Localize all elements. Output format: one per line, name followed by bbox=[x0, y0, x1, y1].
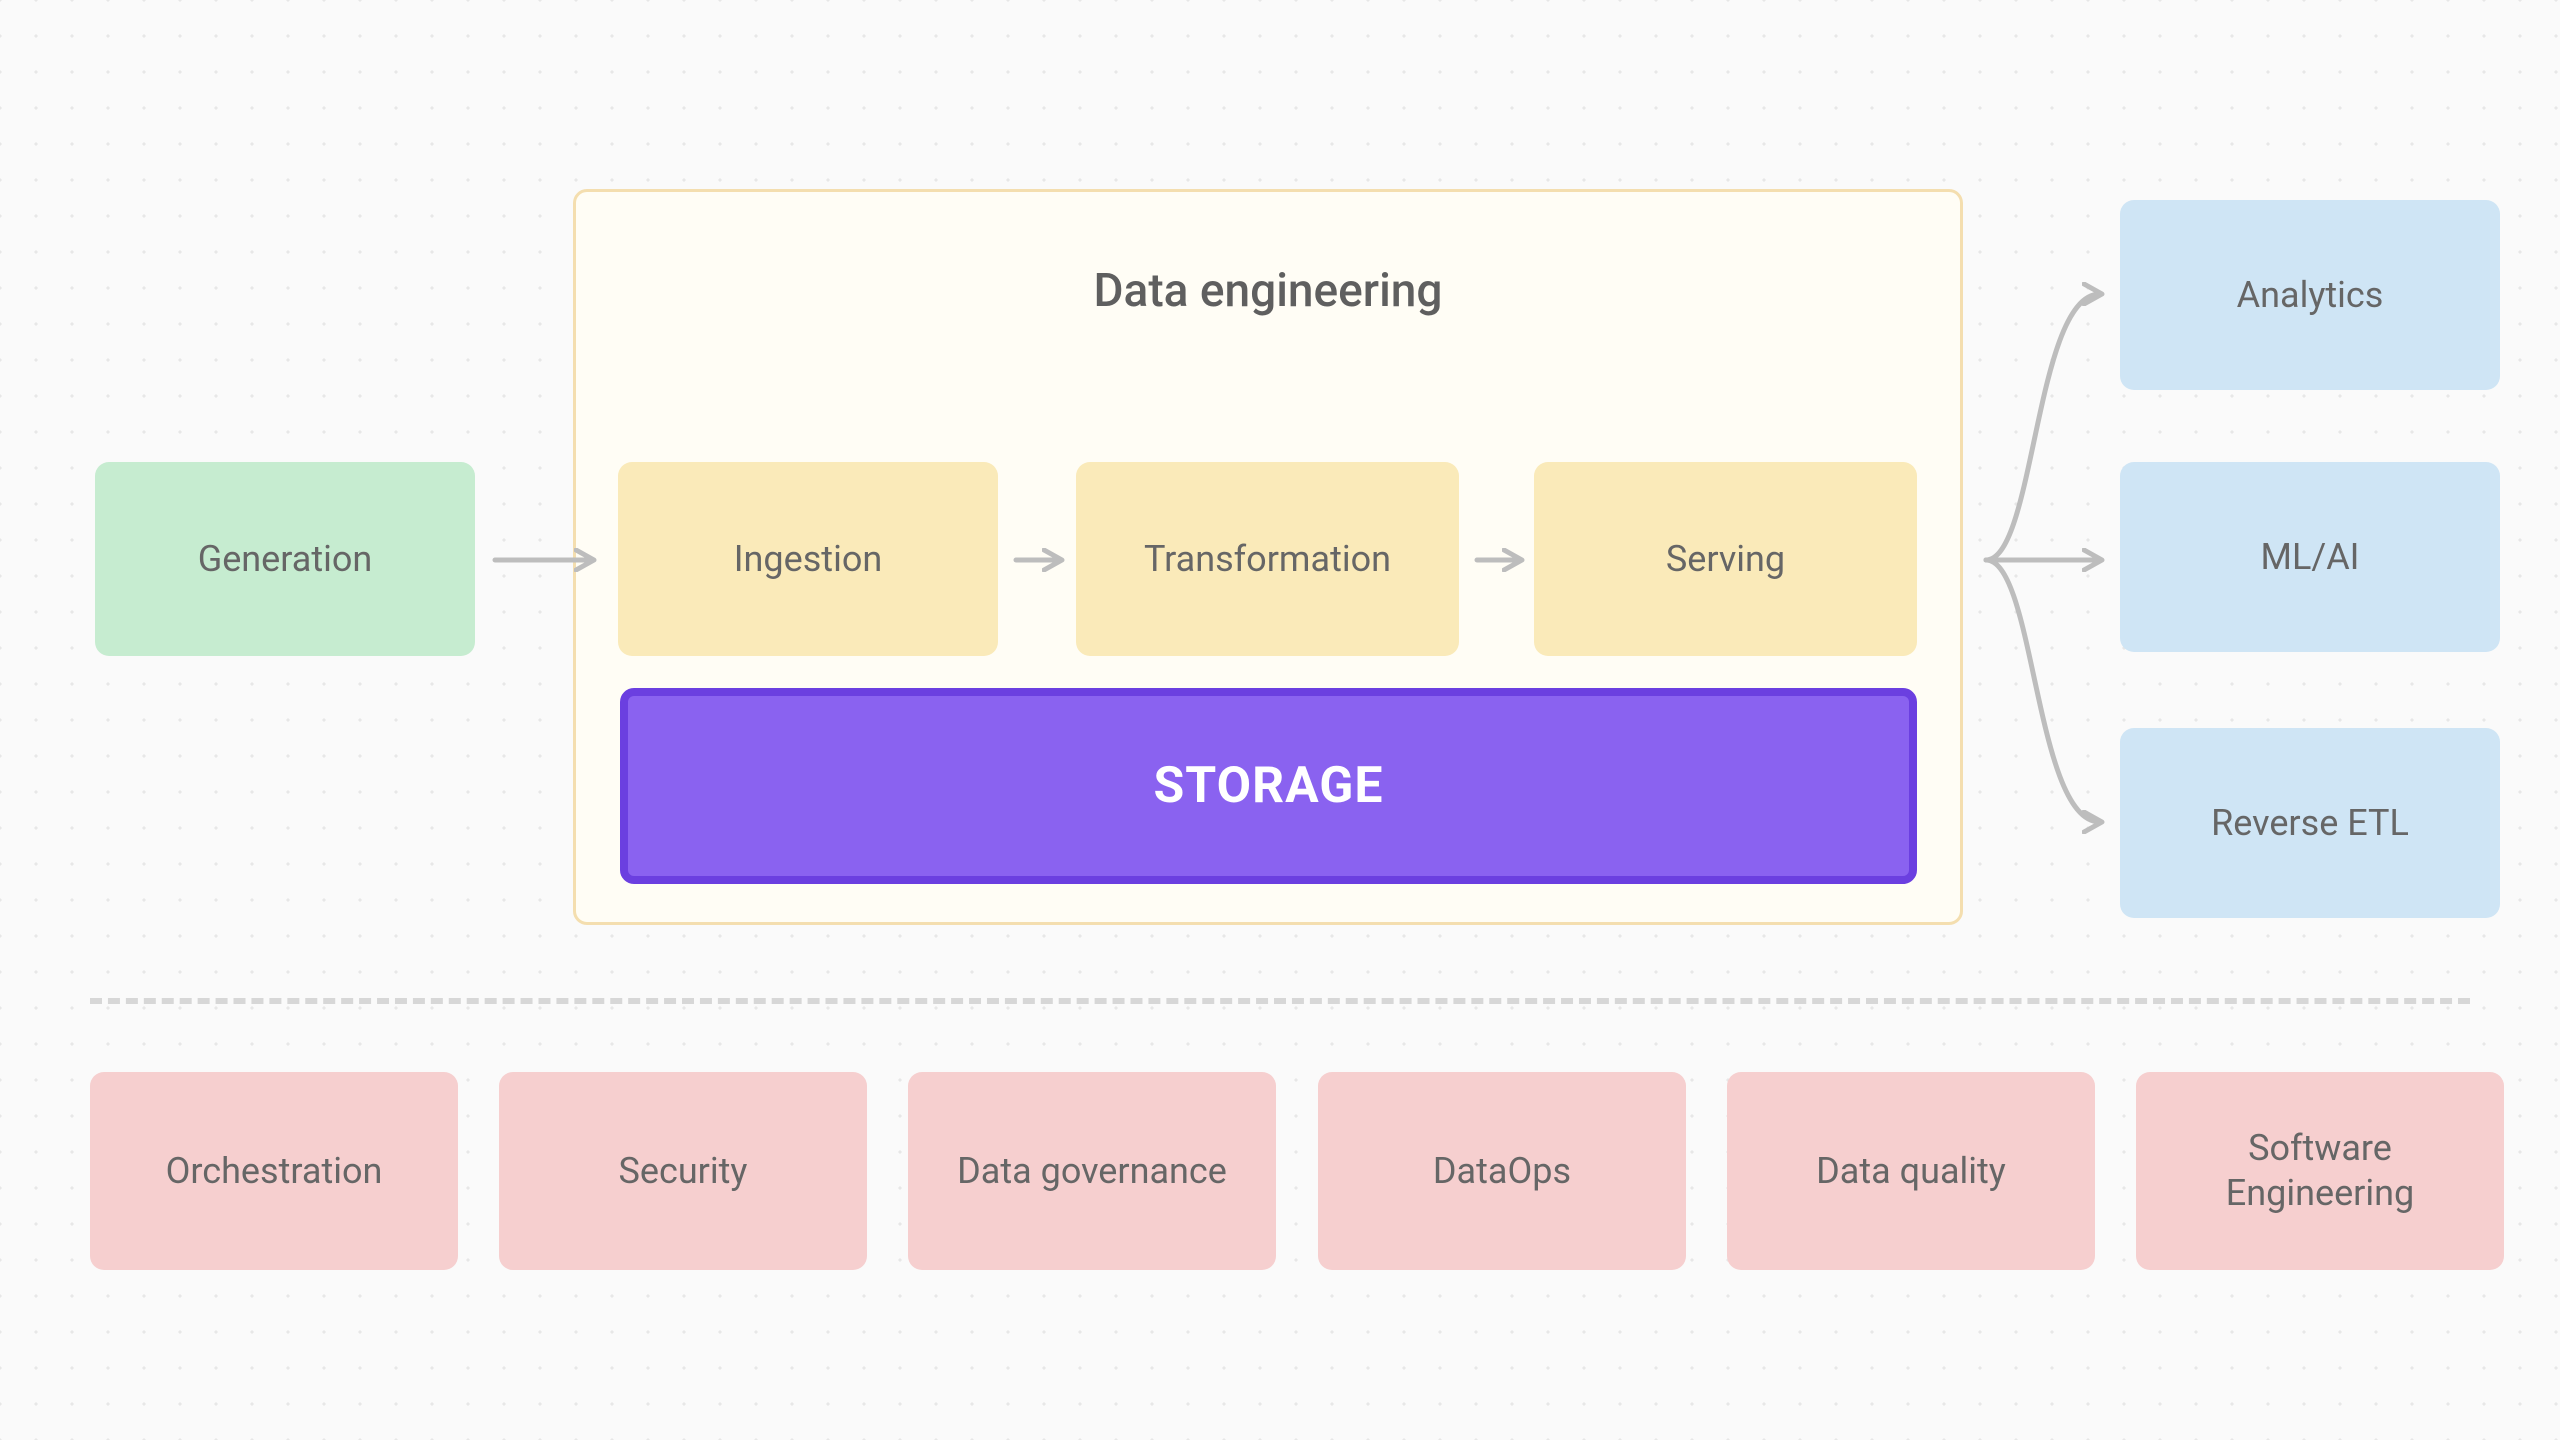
mlai-box: ML/AI bbox=[2120, 462, 2500, 652]
analytics-box: Analytics bbox=[2120, 200, 2500, 390]
data-quality-box: Data quality bbox=[1727, 1072, 2095, 1270]
serving-box: Serving bbox=[1534, 462, 1917, 656]
ingestion-box: Ingestion bbox=[618, 462, 998, 656]
security-box: Security bbox=[499, 1072, 867, 1270]
generation-box: Generation bbox=[95, 462, 475, 656]
transformation-box: Transformation bbox=[1076, 462, 1459, 656]
dataops-box: DataOps bbox=[1318, 1072, 1686, 1270]
storage-box: STORAGE bbox=[620, 688, 1917, 884]
diagram-canvas: Data engineering Generation Ingestion Tr… bbox=[0, 0, 2560, 1440]
data-governance-box: Data governance bbox=[908, 1072, 1276, 1270]
reverse-etl-box: Reverse ETL bbox=[2120, 728, 2500, 918]
orchestration-box: Orchestration bbox=[90, 1072, 458, 1270]
data-engineering-title: Data engineering bbox=[573, 260, 1963, 324]
software-engineering-box: Software Engineering bbox=[2136, 1072, 2504, 1270]
section-divider bbox=[90, 998, 2470, 1004]
